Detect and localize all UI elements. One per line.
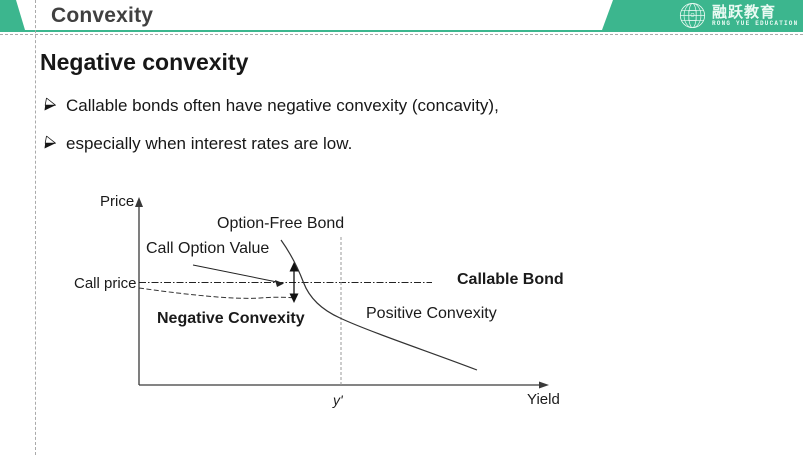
svg-text:Callable Bond: Callable Bond (457, 271, 564, 288)
svg-text:Yield: Yield (527, 391, 560, 408)
svg-text:Call price: Call price (74, 275, 137, 292)
svg-text:Negative Convexity: Negative Convexity (157, 310, 305, 327)
svg-text:Option-Free Bond: Option-Free Bond (217, 215, 344, 232)
svg-text:Positive Convexity: Positive Convexity (366, 305, 497, 322)
svg-text:y': y' (332, 392, 344, 408)
svg-text:Call Option Value: Call Option Value (146, 240, 269, 257)
svg-text:Price: Price (100, 193, 134, 210)
